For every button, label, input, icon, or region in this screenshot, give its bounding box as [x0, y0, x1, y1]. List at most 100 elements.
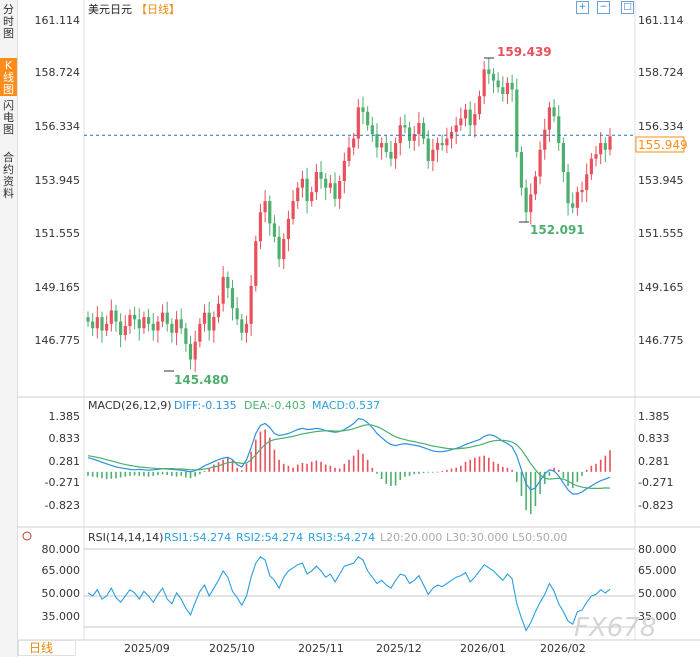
svg-text:-0.823: -0.823 — [638, 499, 673, 512]
macd-bar — [352, 455, 355, 472]
price-tick-right: 153.945 — [638, 174, 684, 187]
macd-bar — [292, 467, 294, 472]
candle-body — [482, 69, 486, 97]
rsi2-value: RSI2:54.274 — [236, 531, 303, 544]
candle-body — [603, 143, 607, 150]
macd-bar — [394, 471, 397, 486]
candle-body — [305, 178, 309, 202]
macd-bar — [371, 467, 374, 472]
price-tick-right: 149.165 — [638, 281, 684, 294]
macd-bar — [604, 455, 607, 472]
candle-body — [221, 276, 225, 304]
macd-bar — [157, 471, 159, 476]
macd-bar — [171, 471, 173, 476]
macd-bar — [557, 469, 560, 472]
candle-body — [477, 96, 482, 115]
macd-bar — [506, 467, 509, 472]
candle-body — [491, 73, 496, 81]
macd-bar — [287, 465, 290, 472]
period-tag: 【日线】 — [136, 2, 180, 16]
macd-bar — [338, 468, 341, 472]
rsi-l30: L30:30.000 — [446, 531, 508, 544]
panel-frames — [18, 0, 700, 641]
candle-body — [114, 310, 118, 322]
candle-body — [487, 69, 491, 74]
macd-bar — [599, 459, 602, 472]
rsi-l50: L50:50.00 — [512, 531, 567, 544]
candle-body — [426, 138, 430, 161]
candle-body — [170, 323, 174, 333]
x-tick: 2025/10 — [209, 642, 255, 655]
macd-bar — [124, 471, 127, 477]
macd-bar — [343, 463, 346, 472]
tab-contract-info[interactable]: 合约资料 — [3, 151, 14, 200]
macd-bar — [571, 471, 574, 488]
macd-bar — [590, 465, 593, 472]
x-tick: 2025/12 — [376, 642, 422, 655]
candle-body — [398, 125, 402, 144]
price-tick: 146.775 — [35, 334, 81, 347]
candle-body — [230, 288, 235, 309]
macd-bar — [469, 459, 471, 472]
candle-body — [277, 236, 281, 260]
tab-timeshare[interactable]: 分时图 — [3, 3, 14, 40]
tab-flash[interactable]: 闪电图 — [3, 99, 14, 136]
candle-body — [109, 310, 113, 324]
macd-bar — [436, 471, 439, 473]
svg-text:0.281: 0.281 — [638, 455, 670, 468]
settings-gear-icon[interactable] — [22, 531, 32, 541]
macd-bar — [520, 471, 523, 497]
candle-body — [552, 107, 556, 117]
macd-bar — [432, 471, 434, 473]
fullscreen-icon[interactable]: □ — [621, 1, 634, 14]
macd-bar — [296, 464, 299, 472]
candle-body — [473, 114, 477, 126]
candle-body — [440, 143, 444, 146]
zoom-out-icon[interactable]: − — [597, 1, 610, 14]
macd-bar — [110, 471, 113, 479]
macd-bar — [320, 461, 322, 472]
candle-body — [156, 321, 160, 331]
macd-bar — [129, 471, 131, 476]
macd-bar — [161, 471, 164, 475]
macd-bar — [96, 471, 99, 478]
price-tick: 161.114 — [35, 14, 81, 27]
candle-body — [468, 109, 472, 126]
candle-body — [608, 136, 612, 150]
candle-body — [258, 212, 263, 242]
candle-body — [538, 149, 542, 177]
tab-kline[interactable]: K线图 — [0, 58, 17, 96]
zoom-in-icon[interactable]: + — [576, 1, 589, 14]
candle-body — [291, 201, 295, 219]
candle-body — [496, 80, 500, 88]
candle-body — [207, 312, 211, 331]
macd-bar — [362, 453, 364, 472]
candle-body — [389, 151, 393, 159]
macd-bar — [511, 469, 513, 472]
candle-body — [160, 312, 165, 322]
candle-body — [146, 317, 151, 324]
macd-bar — [185, 471, 187, 478]
candle-body — [119, 321, 123, 335]
candle-body — [319, 172, 323, 179]
macd-bar — [385, 471, 388, 484]
macd-bar — [324, 464, 327, 472]
macd-bar — [306, 463, 308, 472]
svg-text:1.385: 1.385 — [49, 410, 81, 423]
macd-bar — [152, 471, 155, 476]
macd-bar — [553, 467, 555, 472]
price-tick: 158.724 — [35, 66, 81, 79]
candle-body — [571, 203, 575, 208]
candle-body — [240, 319, 244, 333]
macd-y-axis: 1.385 0.833 0.281 -0.271 -0.823 1.385 0.… — [45, 410, 674, 512]
macd-bar — [119, 471, 122, 478]
macd-bar — [348, 459, 350, 472]
candle-body — [501, 87, 505, 94]
svg-text:35.000: 35.000 — [42, 610, 81, 623]
period-selector-button[interactable]: 日线 — [18, 640, 76, 656]
macd-bar — [413, 471, 416, 475]
candle-body — [268, 201, 272, 224]
current-price-label: 155.949 — [638, 138, 688, 152]
candle-body — [412, 134, 416, 141]
